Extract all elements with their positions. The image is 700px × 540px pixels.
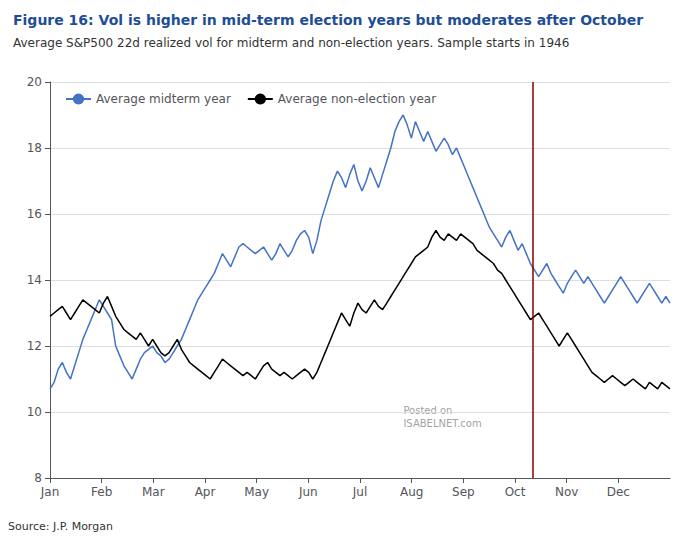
svg-text:Dec: Dec — [607, 485, 630, 499]
svg-text:Average S&P500 22d realized vo: Average S&P500 22d realized vol for midt… — [13, 36, 569, 50]
svg-text:Jul: Jul — [352, 485, 367, 499]
svg-text:Jan: Jan — [40, 485, 60, 499]
svg-text:Aug: Aug — [400, 485, 423, 499]
svg-text:18: 18 — [27, 141, 42, 155]
svg-text:Source: J.P. Morgan: Source: J.P. Morgan — [8, 520, 113, 533]
svg-text:Nov: Nov — [555, 485, 578, 499]
svg-text:10: 10 — [27, 405, 42, 419]
svg-text:Apr: Apr — [195, 485, 216, 499]
svg-text:May: May — [244, 485, 269, 499]
svg-text:12: 12 — [27, 339, 42, 353]
svg-text:Figure 16: Vol is higher in mi: Figure 16: Vol is higher in mid-term ele… — [13, 12, 643, 28]
svg-text:Average non-election year: Average non-election year — [278, 92, 436, 106]
svg-text:Sep: Sep — [452, 485, 475, 499]
svg-text:20: 20 — [27, 75, 42, 89]
svg-text:Jun: Jun — [298, 485, 318, 499]
svg-text:ISABELNET.com: ISABELNET.com — [403, 418, 481, 429]
svg-text:14: 14 — [27, 273, 42, 287]
svg-text:16: 16 — [27, 207, 42, 221]
svg-text:Average midterm year: Average midterm year — [96, 92, 231, 106]
svg-text:8: 8 — [34, 471, 42, 485]
svg-text:Feb: Feb — [91, 485, 112, 499]
svg-text:Oct: Oct — [505, 485, 526, 499]
svg-text:Mar: Mar — [142, 485, 165, 499]
svg-text:Posted on: Posted on — [403, 405, 452, 416]
